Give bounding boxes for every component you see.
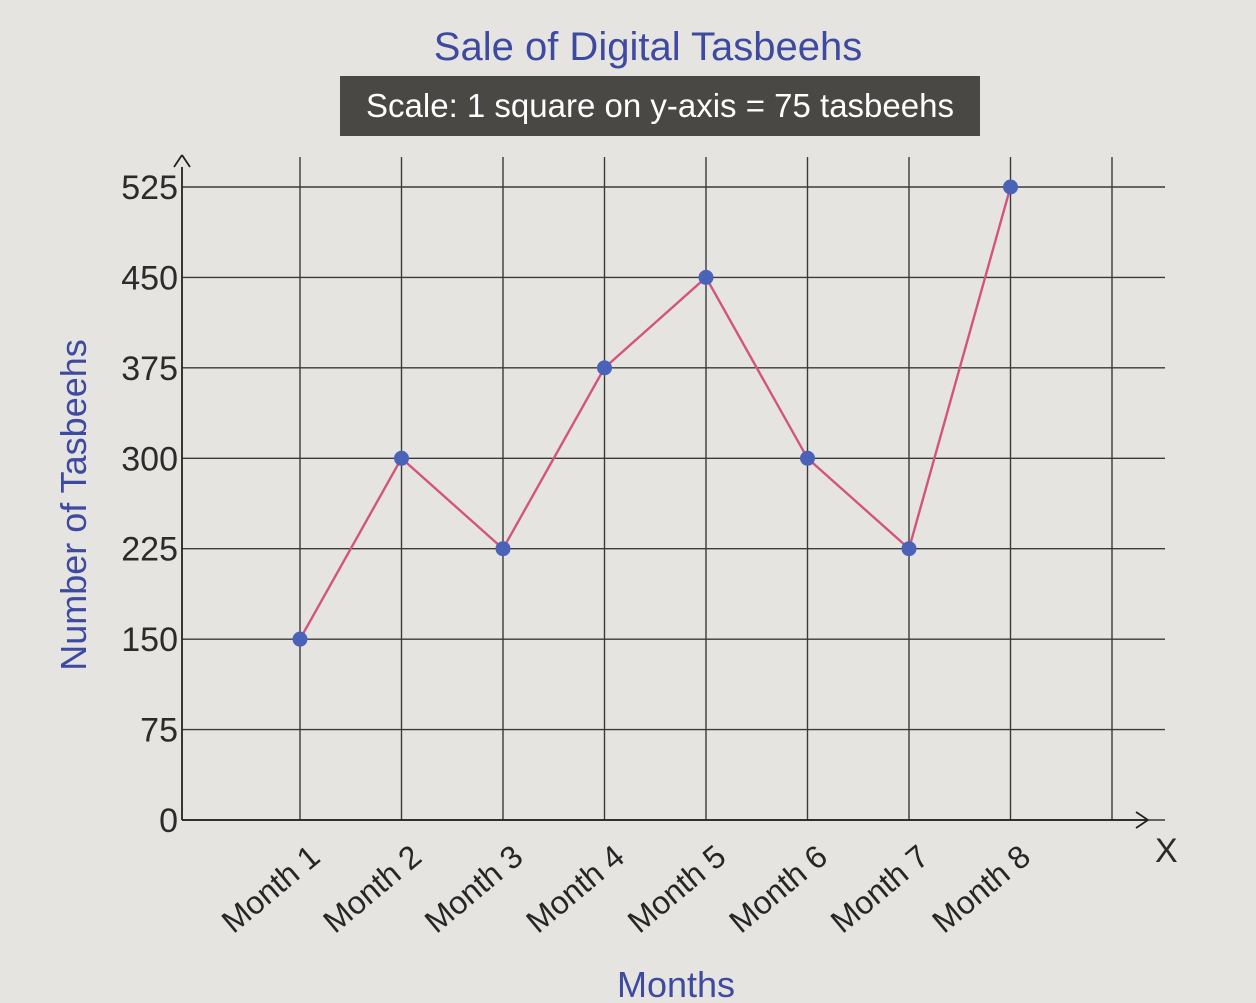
- data-point: [495, 541, 511, 557]
- x-tick-label: Month 2: [316, 838, 428, 940]
- x-tick-label: Month 8: [925, 838, 1037, 940]
- data-point: [394, 450, 409, 466]
- data-point: [292, 631, 308, 647]
- y-tick-label: 300: [121, 440, 178, 478]
- grid: [182, 157, 1165, 821]
- y-axis-title: Number of Tasbeehs: [53, 339, 94, 671]
- x-tick-label: Month 6: [722, 838, 834, 940]
- chart-subtitle: Scale: 1 square on y-axis = 75 tasbeehs: [366, 87, 954, 124]
- y-tick-label: 450: [121, 259, 178, 297]
- x-axis-arrow: [1135, 811, 1149, 829]
- x-tick-label: Month 3: [418, 838, 530, 940]
- series-sales: [292, 179, 1018, 647]
- data-point: [901, 541, 917, 557]
- axes: [173, 154, 1149, 829]
- x-axis-title: Months: [617, 964, 735, 1003]
- data-point: [698, 269, 714, 285]
- x-tick-label: Month 1: [215, 838, 327, 940]
- x-axis-marker: X: [1155, 832, 1178, 870]
- y-tick-label: 0: [159, 802, 178, 840]
- y-tick-label: 75: [140, 712, 178, 750]
- series-line: [298, 186, 1012, 640]
- x-tick-label: Month 7: [824, 838, 936, 940]
- y-tick-label: 150: [121, 621, 178, 659]
- subtitle-box: [340, 76, 980, 136]
- x-tick-label: Month 4: [519, 838, 631, 940]
- x-tick-label: Month 5: [621, 838, 733, 940]
- y-tick-label: 525: [121, 169, 178, 207]
- y-tick-label: 375: [121, 350, 178, 388]
- y-tick-label: 225: [121, 531, 178, 569]
- data-point: [800, 450, 815, 466]
- data-point: [1003, 179, 1018, 195]
- chart-title: Sale of Digital Tasbeehs: [434, 25, 862, 69]
- data-point: [597, 360, 612, 376]
- y-axis-arrow: [173, 154, 191, 168]
